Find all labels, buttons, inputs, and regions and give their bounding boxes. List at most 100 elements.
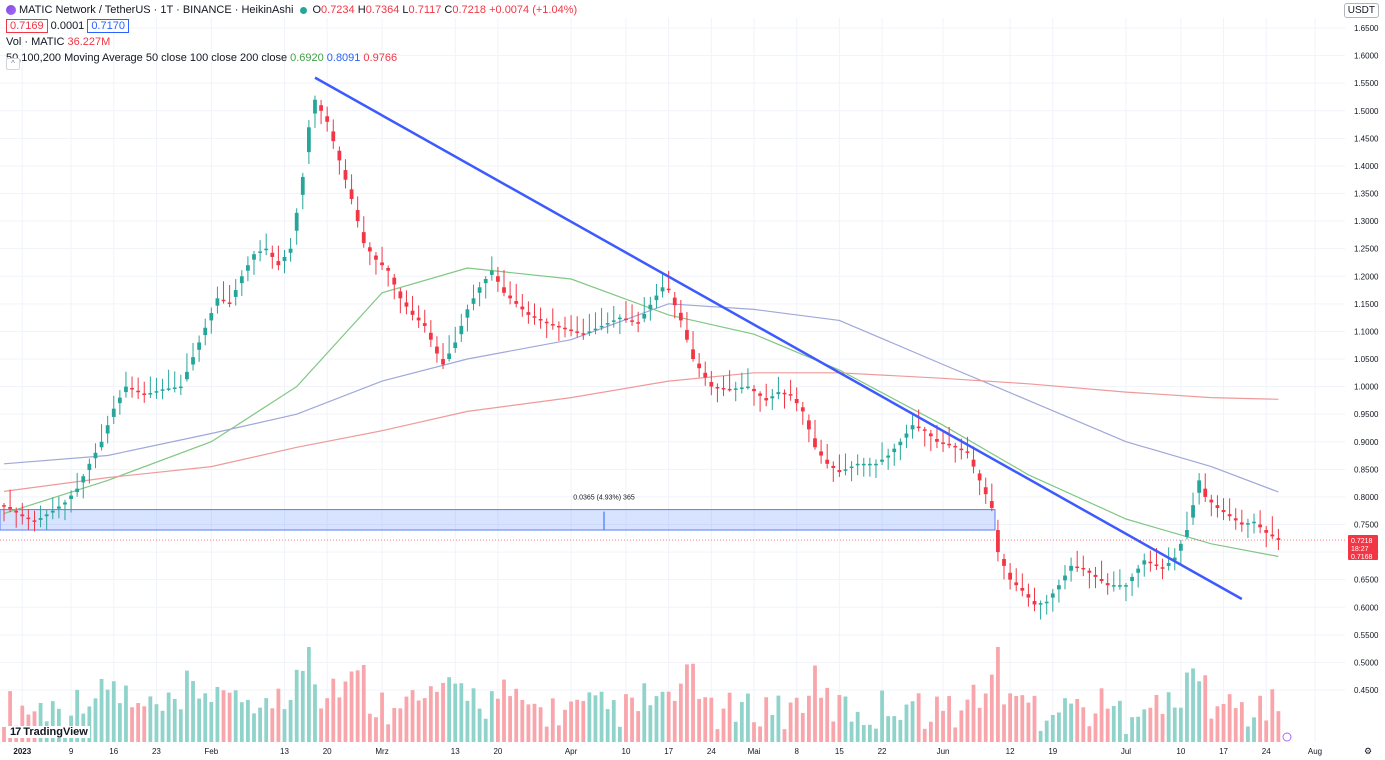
candle-body <box>1197 480 1202 493</box>
range-zone[interactable]: 0.0365 (4.93%) 365 <box>0 495 996 531</box>
price-axis[interactable]: 1.6500 1.6000 1.5500 1.5000 1.4500 1.4000 1.35… <box>1345 0 1385 760</box>
candle-body <box>1050 593 1055 598</box>
candle-body <box>221 299 226 302</box>
candle-body <box>874 463 878 466</box>
volume-bar <box>8 691 12 742</box>
price-tick-label: 1.4500 <box>1354 134 1379 143</box>
volume-bar <box>264 698 269 742</box>
volume-bar <box>996 647 1000 742</box>
time-tick-label: Jul <box>1121 747 1131 756</box>
candle-body <box>819 451 823 456</box>
volume-label[interactable]: Vol · MATIC <box>6 36 65 48</box>
time-axis[interactable]: 2023 9 16 23 Feb 13 20 Mrz 13 20 Apr 10 17 24 Mai 8 15 22… <box>0 742 1385 760</box>
candle-body <box>788 394 793 396</box>
candle-body <box>794 398 799 404</box>
time-tick-label: 17 <box>664 747 673 756</box>
ma-label[interactable]: 50,100,200 Moving Average 50 close 100 c… <box>6 52 288 64</box>
candle-body <box>233 290 238 297</box>
price-axis-bg <box>1345 0 1385 760</box>
volume-bar <box>1136 716 1141 742</box>
bid-price[interactable]: 0.7169 <box>6 19 48 33</box>
volume-bar <box>989 674 994 742</box>
volume-bar <box>624 694 628 742</box>
volume-bar <box>782 729 787 742</box>
price-tick-label: 1.6500 <box>1354 24 1379 33</box>
candle-body <box>276 261 281 266</box>
time-tick-label: Jun <box>937 747 950 756</box>
volume-bar <box>739 701 744 742</box>
time-tick-label: 9 <box>69 747 74 756</box>
volume-bar <box>922 728 927 742</box>
candle-body <box>678 312 683 321</box>
candle-body <box>544 321 549 324</box>
ma50-value: 0.6920 <box>290 52 324 64</box>
volume-bar <box>428 686 433 742</box>
ask-price[interactable]: 0.7170 <box>87 19 129 33</box>
candle-body <box>1124 585 1128 587</box>
candle-body <box>130 387 134 390</box>
price-tick-label: 1.4000 <box>1354 162 1379 171</box>
candle-body <box>435 346 439 354</box>
candle-body <box>1203 488 1208 497</box>
change-value: +0.0074 (+1.04%) <box>489 4 578 16</box>
candle-body <box>807 420 811 430</box>
volume-bar <box>642 683 647 742</box>
volume-bar <box>556 725 561 742</box>
tradingview-logo[interactable]: 17 TradingView <box>8 726 90 738</box>
volume-bar <box>227 692 232 742</box>
volume-bar <box>837 694 842 742</box>
volume-bar <box>1008 693 1013 742</box>
currency-button[interactable]: USDT <box>1343 3 1379 18</box>
candle-body <box>471 298 476 304</box>
price-tick-label: 0.5500 <box>1354 631 1379 640</box>
volume-bar <box>477 708 482 742</box>
candle-body <box>477 287 482 293</box>
volume-bar <box>1203 675 1208 742</box>
candle-body <box>398 291 403 299</box>
volume-bar <box>947 696 952 742</box>
candle-body <box>800 407 805 412</box>
candle-body <box>727 388 732 391</box>
volume-bar <box>404 696 409 742</box>
volume-bar <box>374 717 378 742</box>
candle-body <box>1258 524 1263 528</box>
settings-gear-icon[interactable]: ⚙ <box>1364 746 1372 756</box>
volume-bar <box>422 698 427 742</box>
candle-body <box>1117 585 1122 587</box>
candle-body <box>703 372 708 378</box>
matic-logo-icon <box>6 5 16 15</box>
candle-body <box>569 329 573 332</box>
candle-body <box>672 297 677 306</box>
volume-bar <box>105 689 110 742</box>
collapse-legend-button[interactable]: ^ <box>6 58 20 70</box>
volume-bar <box>965 699 970 742</box>
volume-bar <box>715 729 720 742</box>
time-tick-label: 23 <box>152 747 161 756</box>
trendline[interactable] <box>0 76 1345 601</box>
volume-bar <box>593 695 598 742</box>
time-tick-label: 16 <box>109 747 118 756</box>
candle-body <box>1233 518 1238 521</box>
candle-body <box>178 386 183 389</box>
candle-body <box>337 150 342 161</box>
candle-body <box>538 319 543 321</box>
candle-body <box>1105 583 1110 586</box>
symbol-title[interactable]: MATIC Network / TetherUS · 1T · BINANCE … <box>19 4 294 16</box>
candle-body <box>1075 566 1080 569</box>
volume-value: 36.227M <box>67 36 111 48</box>
candle-body <box>1093 574 1098 577</box>
volume-bar <box>1063 698 1067 742</box>
candle-body <box>32 520 37 522</box>
candle-body <box>252 254 256 260</box>
grid-lines <box>0 18 1345 742</box>
volume-bar <box>977 707 982 742</box>
volume-bar <box>343 681 348 742</box>
volume-bar <box>1130 717 1134 742</box>
volume-bar <box>1239 702 1244 742</box>
candle-body <box>508 295 512 299</box>
volume-bar <box>983 693 988 742</box>
volume-bar <box>928 721 933 742</box>
candle-body <box>63 502 67 505</box>
